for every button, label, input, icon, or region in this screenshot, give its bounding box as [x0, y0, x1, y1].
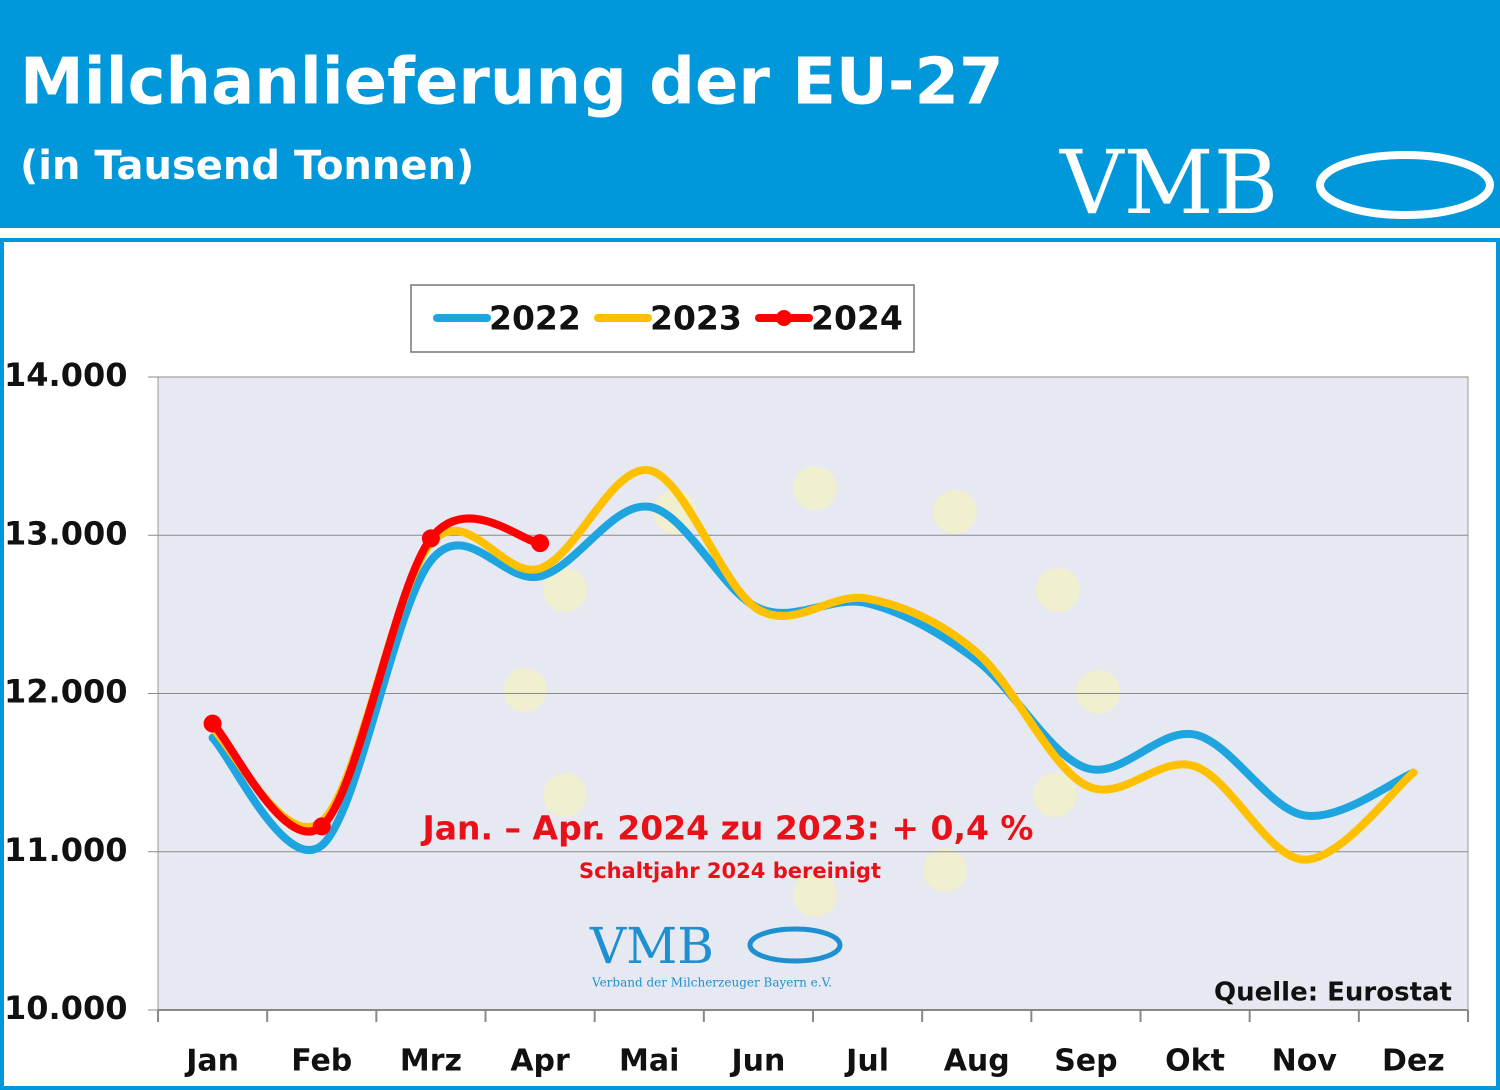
x-tick-label: Mai: [619, 1044, 679, 1079]
eu-stars: [503, 466, 1120, 917]
y-tick-label: 12.000: [4, 673, 127, 711]
annotation: Jan. – Apr. 2024 zu 2023: + 0,4 %: [420, 809, 1033, 848]
annotation: Schaltjahr 2024 bereinigt: [579, 859, 881, 883]
x-tick-label: Jun: [729, 1044, 785, 1079]
point: [421, 529, 440, 548]
watermark-text: Verband der Milcherzeuger Bayern e.V.: [591, 976, 832, 990]
x-tick-label: Nov: [1272, 1044, 1338, 1079]
logo: VMB: [1059, 131, 1278, 234]
legend-label: 2023: [650, 299, 742, 338]
subtitle: (in Tausend Tonnen): [20, 143, 474, 189]
x-tick-label: Aug: [944, 1044, 1010, 1079]
point: [312, 817, 331, 836]
y-tick-label: 10.000: [4, 989, 127, 1027]
point: [531, 534, 550, 553]
y-tick-label: 11.000: [4, 831, 127, 869]
legend-label: 2024: [811, 299, 903, 338]
legend-marker: [776, 310, 792, 326]
x-tick-label: Mrz: [400, 1044, 462, 1079]
x-tick-label: Jan: [184, 1044, 239, 1079]
series-line: [208, 514, 545, 836]
source: Quelle: Eurostat: [1214, 978, 1452, 1008]
logo-swoosh: [1316, 151, 1494, 219]
y-tick-label: 13.000: [4, 514, 127, 552]
x-tick-label: Sep: [1054, 1044, 1117, 1079]
point: [203, 714, 222, 733]
x-tick-label: Dez: [1382, 1044, 1445, 1079]
legend-label: 2022: [489, 299, 581, 338]
x-tick-label: Feb: [291, 1044, 352, 1079]
watermark-swoosh: [747, 926, 843, 964]
header-band: [0, 0, 1500, 228]
legend-box: [410, 284, 915, 353]
watermark-logo: VMB: [589, 917, 714, 975]
title: Milchanlieferung der EU-27: [20, 46, 1004, 120]
x-tick-label: Apr: [510, 1044, 570, 1079]
x-tick-label: Okt: [1165, 1044, 1225, 1079]
x-tick-label: Jul: [844, 1044, 889, 1079]
y-tick-label: 14.000: [4, 356, 127, 394]
